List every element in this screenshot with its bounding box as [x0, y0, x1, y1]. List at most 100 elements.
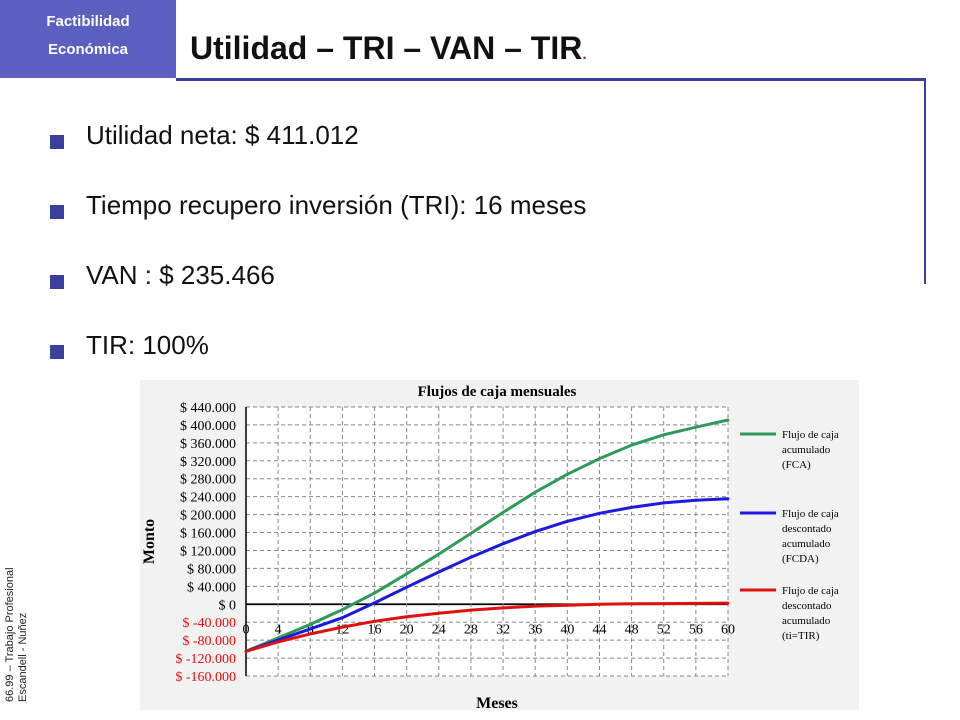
series-point-2 [373, 619, 376, 623]
series-point-1 [308, 627, 312, 631]
legend-text-1: Flujo de caja [782, 508, 839, 520]
series-line-0 [245, 418, 729, 653]
x-tick-label: 48 [625, 622, 639, 637]
footer-credit-line2: Escandell - Nuñez [17, 612, 29, 702]
series-point-1 [373, 601, 376, 605]
y-tick-label: $ -120.000 [175, 652, 236, 667]
x-axis-label: Meses [476, 695, 518, 710]
series-point-2 [501, 606, 505, 610]
x-tick-label: 20 [400, 622, 414, 637]
x-tick-label: 4 [275, 622, 282, 637]
section-tag: Factibilidad Económica [0, 0, 176, 78]
series-line-2 [245, 601, 729, 653]
legend-text-0: acumulado [782, 444, 831, 456]
section-tag-line1: Factibilidad [46, 13, 130, 30]
y-tick-label: $ 0 [219, 598, 237, 613]
series-point-1 [694, 498, 698, 502]
chart-title: Flujos de caja mensuales [418, 384, 577, 400]
legend-text-0: (FCA) [782, 459, 811, 471]
series-point-2 [533, 604, 537, 608]
y-tick-label: $ 360.000 [180, 437, 236, 452]
x-tick-label: 12 [335, 622, 349, 637]
page-title-text: Utilidad – TRI – VAN – TIR [190, 30, 583, 66]
footer-credit: 66.99 – Trabajo Profesional Escandell - … [4, 567, 30, 702]
bullet-text: TIR: 100% [86, 330, 209, 360]
series-point-1 [565, 519, 569, 523]
series-point-2 [341, 625, 344, 629]
series-point-2 [598, 602, 601, 606]
series-point-1 [598, 511, 601, 515]
legend-text-2: descontado [782, 600, 832, 612]
legend-text-2: (ti=TIR) [782, 630, 820, 642]
series-point-0 [598, 457, 601, 460]
y-tick-label: $ 280.000 [180, 473, 236, 488]
y-tick-label: $ 240.000 [180, 491, 236, 506]
x-tick-label: 32 [496, 622, 510, 637]
legend-text-1: descontado [782, 523, 832, 535]
x-tick-label: 60 [721, 622, 735, 637]
series-point-0 [565, 472, 569, 476]
bullet-text: VAN : $ 235.466 [86, 260, 275, 290]
x-tick-label: 24 [432, 622, 446, 637]
bullet-marker [50, 275, 64, 289]
series-point-2 [662, 602, 666, 605]
series-point-2 [726, 601, 730, 605]
series-point-0 [373, 591, 376, 595]
y-tick-label: $ -40.000 [182, 616, 236, 631]
series-point-0 [501, 510, 505, 514]
page-title-dot: . [582, 46, 587, 63]
x-tick-label: 52 [657, 622, 671, 637]
chart-panel: $ 440.000 $ 400.000 $ 360.000 $ 320.000 $ 28… [140, 380, 859, 712]
x-tick-label: 36 [528, 622, 542, 637]
series-point-0 [662, 433, 666, 437]
series-point-1 [533, 530, 537, 534]
bullet-marker [50, 345, 64, 359]
x-tick-label: 40 [560, 622, 574, 637]
y-tick-label: $ 440.000 [180, 401, 236, 416]
series-point-2 [405, 615, 409, 619]
y-tick-label: $ 400.000 [180, 419, 236, 434]
series-point-1 [726, 497, 730, 501]
legend-text-0: Flujo de caja [782, 429, 839, 441]
plot-area [246, 407, 728, 676]
series-point-2 [469, 608, 473, 612]
footer-credit-line1: 66.99 – Trabajo Profesional [4, 567, 16, 702]
series-line-1 [245, 497, 729, 653]
legend-text-1: (FCDA) [782, 553, 819, 565]
series-point-0 [308, 623, 312, 626]
y-axis-label: Monto [141, 519, 158, 564]
x-tick-label: 44 [592, 622, 606, 637]
legend-text-1: acumulado [782, 538, 831, 550]
series-point-2 [694, 601, 698, 605]
series-point-1 [437, 570, 441, 574]
side-rule [924, 78, 926, 284]
y-tick-label: $ -80.000 [182, 634, 236, 649]
series-point-2 [565, 603, 569, 607]
legend-text-2: Flujo de caja [782, 585, 839, 597]
series-point-2 [308, 632, 312, 636]
bullet-marker [50, 205, 64, 219]
series-point-0 [533, 490, 537, 494]
series-point-0 [469, 532, 473, 535]
y-tick-label: $ 160.000 [180, 527, 236, 542]
legend-text-2: acumulado [782, 615, 831, 627]
y-tick-label: $ 120.000 [180, 544, 236, 559]
series-point-0 [341, 608, 344, 612]
section-tag-line2: Económica [47, 41, 129, 58]
x-tick-label: 56 [689, 622, 703, 637]
series-point-0 [630, 443, 633, 447]
series-point-2 [276, 640, 280, 644]
y-tick-label: $ -160.000 [175, 670, 236, 685]
y-tick-label: $ 80.000 [187, 562, 236, 577]
series-point-2 [244, 649, 248, 653]
series-point-0 [726, 418, 730, 422]
header-rule [176, 78, 926, 81]
cashflow-chart: $ 440.000 $ 400.000 $ 360.000 $ 320.000 $ 28… [141, 384, 839, 712]
series-point-0 [694, 425, 698, 429]
x-tick-label: 16 [368, 622, 382, 637]
series-point-1 [630, 506, 633, 509]
series-point-2 [437, 611, 441, 615]
y-tick-label: $ 200.000 [180, 509, 236, 524]
x-tick-label: 28 [464, 622, 478, 637]
y-tick-label: $ 320.000 [180, 455, 236, 470]
